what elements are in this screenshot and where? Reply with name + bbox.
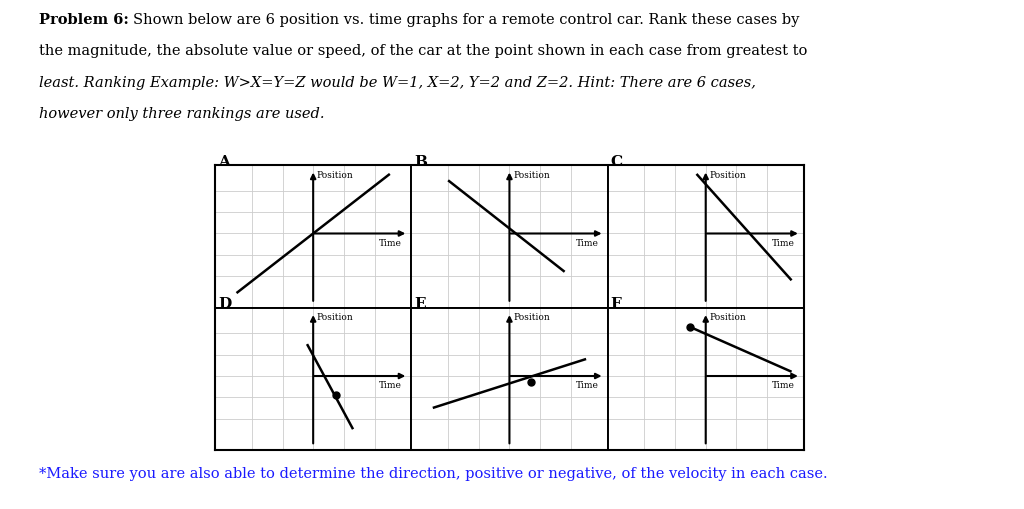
Text: A: A <box>218 155 230 168</box>
Text: D: D <box>218 297 231 311</box>
Text: Time: Time <box>379 239 402 248</box>
Text: *Make sure you are also able to determine the direction, positive or negative, o: *Make sure you are also able to determin… <box>39 467 827 481</box>
Text: C: C <box>610 155 623 168</box>
Text: Problem 6:: Problem 6: <box>39 13 129 27</box>
Text: Time: Time <box>379 381 402 390</box>
Text: least. Ranking Example: W>X=Y=Z would be W=1, X=2, Y=2 and Z=2. Hint: There are : least. Ranking Example: W>X=Y=Z would be… <box>39 76 756 90</box>
Text: B: B <box>415 155 427 168</box>
Text: Position: Position <box>316 313 353 322</box>
Text: Position: Position <box>513 313 550 322</box>
Text: however only three rankings are used.: however only three rankings are used. <box>39 107 325 122</box>
Text: Time: Time <box>772 381 795 390</box>
Text: F: F <box>610 297 622 311</box>
Text: Time: Time <box>575 381 598 390</box>
Text: Position: Position <box>513 171 550 180</box>
Text: E: E <box>415 297 426 311</box>
Text: Position: Position <box>710 313 746 322</box>
Text: the magnitude, the absolute value or speed, of the car at the point shown in eac: the magnitude, the absolute value or spe… <box>39 44 807 59</box>
Text: Time: Time <box>575 239 598 248</box>
Text: Time: Time <box>772 239 795 248</box>
Text: Position: Position <box>316 171 353 180</box>
Text: Position: Position <box>710 171 746 180</box>
Text: Shown below are 6 position vs. time graphs for a remote control car. Rank these : Shown below are 6 position vs. time grap… <box>133 13 800 27</box>
